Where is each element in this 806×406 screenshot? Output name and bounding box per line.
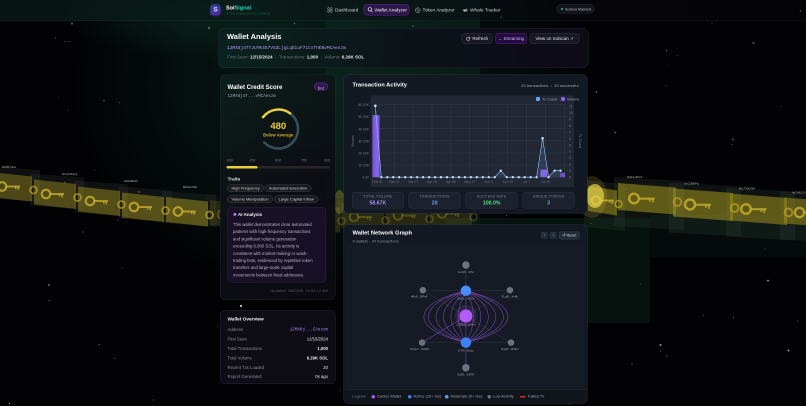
svg-text:9eUz...xGvS: 9eUz...xGvS: [457, 297, 474, 301]
svg-text:8dXavY5H: 8dXavY5H: [183, 185, 197, 189]
svg-text:3: 3: [569, 156, 571, 160]
svg-text:5: 5: [569, 143, 571, 147]
svg-text:HuNS...hPu: HuNS...hPu: [458, 270, 474, 274]
svg-text:8AGC...bGNN: 8AGC...bGNN: [410, 347, 429, 351]
svg-text:7: 7: [569, 130, 571, 134]
svg-text:Volume: Volume: [351, 135, 355, 147]
svg-text:May 17: May 17: [464, 180, 475, 184]
svg-text:0: 0: [569, 176, 571, 180]
svg-text:2: 2: [569, 163, 571, 167]
svg-text:0.00: 0.00: [362, 176, 369, 180]
svg-text:6: 6: [569, 137, 571, 141]
svg-text:JCgR...9NEV: JCgR...9NEV: [501, 347, 519, 351]
svg-text:40.00K: 40.00K: [358, 127, 369, 131]
svg-text:1: 1: [569, 169, 571, 173]
svg-text:9bZ9...KERT: 9bZ9...KERT: [457, 373, 474, 377]
svg-text:11: 11: [569, 104, 573, 108]
svg-text:10.00K: 10.00K: [358, 164, 369, 168]
svg-text:Volume: Volume: [567, 98, 580, 102]
svg-text:4: 4: [569, 150, 571, 154]
svg-text:4x7AELGh: 4x7AELGh: [792, 191, 806, 195]
svg-text:Jul 7: Jul 7: [523, 180, 530, 184]
svg-text:Jun 20: Jun 20: [503, 180, 513, 184]
svg-text:XLgR...4s8b: XLgR...4s8b: [502, 295, 519, 299]
svg-text:9xKB.Oba: 9xKB.Oba: [2, 165, 16, 169]
svg-text:Apr 13: Apr 13: [427, 180, 437, 184]
svg-text:30.00K: 30.00K: [358, 139, 369, 143]
svg-text:12MX8...exzm: 12MX8...exzm: [456, 323, 476, 327]
svg-text:50.00K: 50.00K: [358, 115, 369, 119]
svg-text:Tx Count: Tx Count: [542, 98, 558, 102]
svg-text:48sE...BPeF: 48sE...BPeF: [411, 295, 428, 299]
svg-text:Mar 27: Mar 27: [408, 180, 418, 184]
svg-text:3xHsMubf: 3xHsMubf: [124, 179, 138, 183]
svg-text:20.00K: 20.00K: [358, 151, 369, 155]
svg-text:9uE1u3tUA: 9uE1u3tUA: [627, 175, 642, 179]
svg-text:60.00K: 60.00K: [358, 103, 369, 107]
svg-text:6mQxRq7g: 6mQxRq7g: [62, 172, 78, 176]
svg-text:Feb 26: Feb 26: [372, 180, 382, 184]
svg-text:Apr 30: Apr 30: [446, 180, 456, 184]
svg-text:Jun 3: Jun 3: [485, 180, 493, 184]
svg-text:10: 10: [569, 111, 573, 115]
svg-text:Mar 10: Mar 10: [389, 180, 399, 184]
svg-text:9: 9: [569, 117, 571, 121]
svg-text:Jul 25: Jul 25: [541, 180, 550, 184]
svg-text:8: 8: [569, 124, 571, 128]
svg-text:9uLTXKGW: 9uLTXKGW: [739, 187, 755, 191]
svg-text:Tx Count: Tx Count: [578, 134, 582, 148]
svg-text:GTt4...Exao: GTt4...Exao: [458, 349, 474, 353]
svg-text:3xCD88Pa: 3xCD88Pa: [684, 182, 699, 186]
